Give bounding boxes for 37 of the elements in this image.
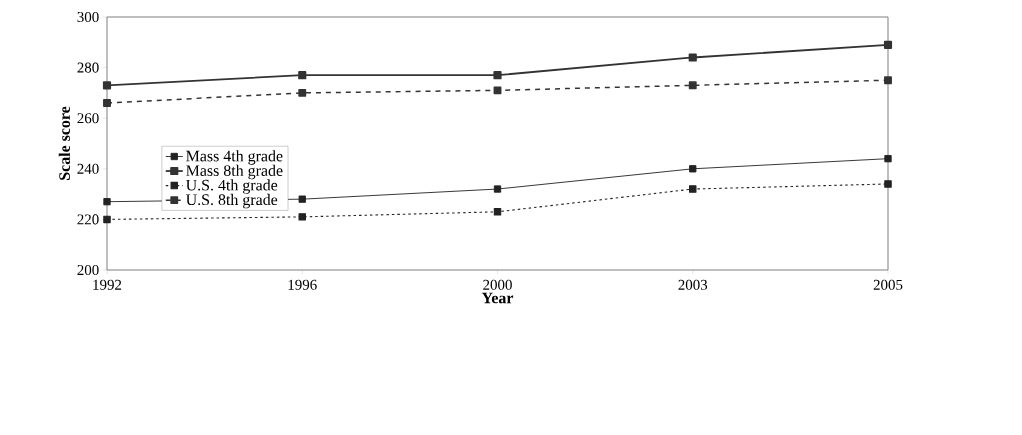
point: [688, 53, 697, 62]
legend-label: Mass 4th grade: [186, 150, 283, 165]
point: [102, 81, 112, 90]
y-tick-label: 220: [77, 214, 99, 225]
point: [298, 71, 307, 80]
y-tick-label: 200: [77, 264, 99, 276]
point: [493, 86, 502, 95]
y-tick-label: 260: [77, 113, 99, 124]
x-tick-label: 1992: [93, 279, 122, 290]
point: [493, 185, 502, 193]
point: [883, 40, 893, 49]
point: [493, 71, 502, 80]
point: [298, 195, 306, 203]
point: [103, 198, 111, 206]
point: [298, 88, 307, 97]
x-tick-label: 1996: [288, 279, 317, 290]
point: [884, 180, 892, 188]
y-axis-title: Scale score: [58, 106, 70, 180]
legend-label: U.S. 8th grade: [185, 193, 278, 209]
y-tick-label: 280: [77, 62, 99, 73]
legend-label: U.S. 4th grade: [185, 179, 278, 194]
point: [884, 76, 892, 85]
x-tick-label: 2005: [873, 279, 903, 290]
x-tick-label: 2000: [483, 279, 512, 290]
x-axis-title: Year: [481, 292, 514, 304]
point: [689, 185, 697, 193]
point: [884, 155, 892, 163]
point: [493, 208, 502, 216]
point: [689, 165, 697, 173]
y-tick-label: 300: [77, 11, 99, 23]
point: [298, 213, 306, 221]
point: [103, 215, 111, 224]
x-tick-label: 2003: [678, 279, 708, 290]
legend-label: Mass 8th grade: [186, 164, 283, 180]
y-tick-label: 240: [77, 163, 99, 174]
point: [688, 81, 697, 90]
point: [103, 99, 111, 107]
